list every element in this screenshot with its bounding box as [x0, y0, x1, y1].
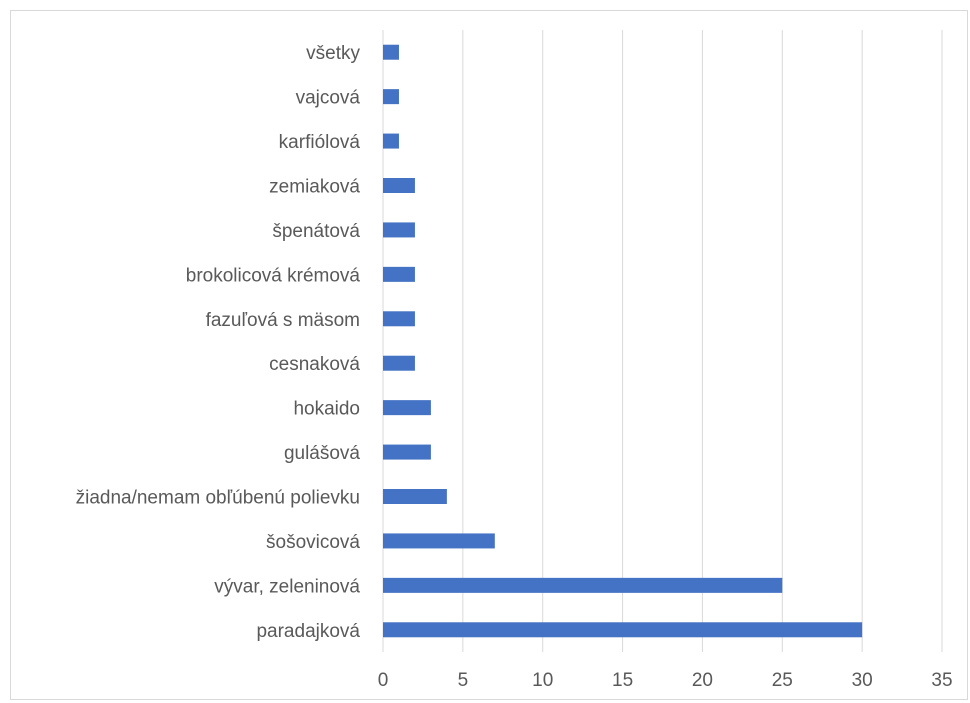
x-tick-label: 0 [378, 670, 389, 691]
bar [383, 355, 415, 371]
bar [383, 533, 495, 549]
bar [383, 44, 399, 60]
category-label: gulášová [284, 443, 360, 464]
bar [383, 311, 415, 327]
category-label: všetky [306, 43, 360, 64]
bar [383, 400, 431, 416]
bar [383, 222, 415, 238]
x-tick-label: 35 [931, 670, 952, 691]
category-label: karfiólová [279, 132, 361, 153]
bar [383, 89, 399, 105]
x-axis-tick-labels: 0 5 10 15 20 25 30 35 [378, 670, 953, 691]
x-tick-label: 15 [612, 670, 633, 691]
category-label: fazuľová s mäsom [206, 310, 360, 331]
category-label: hokaido [293, 399, 360, 420]
category-label: vývar, zeleninová [214, 576, 360, 597]
bar [383, 622, 863, 638]
bar [383, 489, 447, 504]
bars [383, 44, 863, 638]
bar [383, 444, 431, 460]
bar [383, 577, 783, 593]
x-tick-label: 30 [852, 670, 873, 691]
x-tick-label: 25 [772, 670, 793, 691]
bar [383, 178, 415, 193]
category-label: žiadna/nemam obľúbenú polievku [76, 488, 360, 509]
x-tick-label: 10 [532, 670, 553, 691]
x-tick-label: 5 [458, 670, 469, 691]
bar [383, 266, 415, 282]
category-label: špenátová [272, 221, 360, 242]
x-tick-label: 20 [692, 670, 713, 691]
category-label: zemiaková [269, 177, 360, 198]
category-label: brokolicová krémová [186, 265, 361, 286]
category-label: cesnaková [269, 354, 360, 375]
category-label: paradajková [256, 621, 360, 642]
gridlines [382, 30, 943, 652]
category-label: vajcová [296, 88, 361, 109]
bar [383, 133, 399, 149]
category-label: šošovicová [266, 532, 360, 553]
category-labels: paradajková vývar, zeleninová šošovicová ži… [76, 43, 361, 642]
